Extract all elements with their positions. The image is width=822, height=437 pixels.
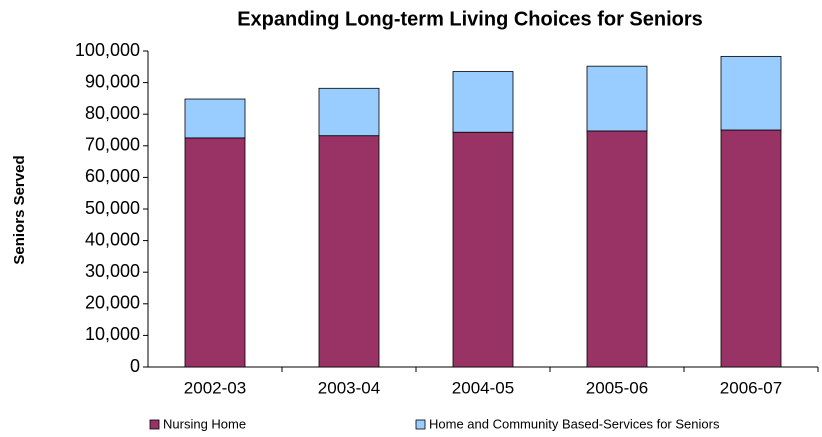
x-tick-label: 2004-05 [452,378,514,397]
y-tick-label: 0 [130,356,140,376]
bar-segment [452,131,514,368]
legend-label: Nursing Home [163,416,246,431]
bar-segment [184,137,246,368]
y-tick-label: 90,000 [85,71,140,91]
legend-label: Home and Community Based-Services for Se… [429,416,720,431]
x-tick-label: 2006-07 [720,378,782,397]
legend-swatch [415,419,426,430]
y-tick-label: 60,000 [85,166,140,186]
y-tick-label: 100,000 [75,40,140,60]
x-tick-label: 2005-06 [586,378,648,397]
x-tick-label: 2002-03 [184,378,246,397]
chart-title: Expanding Long-term Living Choices for S… [237,8,703,30]
bar-segment [586,65,648,132]
legend-swatch [149,419,160,430]
y-tick-label: 50,000 [85,198,140,218]
bar-segment [720,55,782,131]
bar-segment [318,87,380,137]
y-tick-label: 20,000 [85,293,140,313]
bar-segment [452,71,514,133]
y-axis-label: Seniors Served [11,155,28,264]
bar-segment [586,130,648,368]
bar-segment [720,129,782,368]
bar-segment [184,98,246,139]
y-tick-label: 40,000 [85,229,140,249]
y-tick-label: 80,000 [85,103,140,123]
y-tick-label: 70,000 [85,135,140,155]
y-tick-label: 10,000 [85,324,140,344]
x-tick-label: 2003-04 [318,378,380,397]
bar-segment [318,135,380,368]
y-tick-label: 30,000 [85,261,140,281]
